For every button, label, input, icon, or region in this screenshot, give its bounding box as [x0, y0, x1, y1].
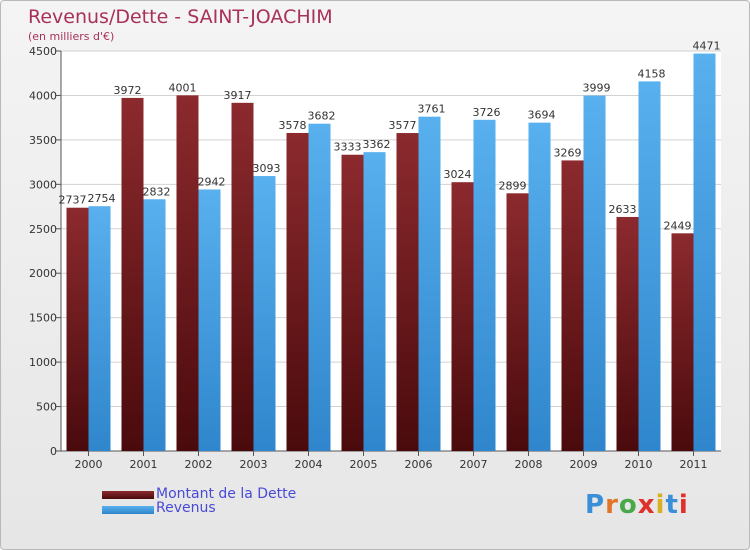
data-label-dette: 3917	[224, 89, 252, 102]
legend-swatch-revenus	[102, 506, 154, 514]
bar-revenus	[88, 206, 111, 451]
data-label-dette: 3578	[279, 119, 307, 132]
data-label-revenus: 3093	[253, 162, 281, 175]
data-label-dette: 2449	[664, 219, 692, 232]
x-tick-label: 2004	[295, 458, 323, 471]
logo-letter: t	[665, 490, 679, 520]
data-label-revenus: 2942	[198, 175, 226, 188]
bar-revenus	[253, 176, 276, 452]
data-label-dette: 3577	[389, 119, 417, 132]
x-tick-label: 2001	[130, 458, 158, 471]
data-label-revenus: 3362	[363, 138, 391, 151]
logo-letter: r	[605, 490, 619, 520]
data-label-dette: 3024	[444, 168, 472, 181]
data-label-dette: 2737	[59, 194, 87, 207]
y-tick-label: 3500	[29, 134, 57, 147]
x-tick-label: 2009	[570, 458, 598, 471]
logo-letter: i	[678, 490, 689, 520]
x-tick-label: 2005	[350, 458, 378, 471]
plot-area	[61, 51, 721, 451]
bar-revenus	[363, 152, 386, 451]
bar-revenus	[418, 116, 441, 451]
data-label-dette: 2633	[609, 203, 637, 216]
x-tick-label: 2008	[515, 458, 543, 471]
data-label-revenus: 4471	[693, 40, 721, 53]
data-label-revenus: 3682	[308, 110, 336, 123]
x-tick-label: 2002	[185, 458, 213, 471]
x-tick-label: 2007	[460, 458, 488, 471]
logo-letter: P	[585, 490, 606, 520]
y-tick-label: 1500	[29, 312, 57, 325]
x-tick-label: 2003	[240, 458, 268, 471]
x-tick-label: 2000	[75, 458, 103, 471]
y-tick-label: 2000	[29, 267, 57, 280]
bar-dette	[231, 102, 254, 452]
data-label-dette: 3972	[114, 84, 142, 97]
bar-revenus	[583, 95, 606, 452]
bar-revenus	[528, 122, 551, 452]
bar-revenus	[143, 199, 166, 451]
data-label-revenus: 2832	[143, 185, 171, 198]
y-tick-label: 4500	[29, 45, 57, 58]
bar-dette	[451, 182, 474, 451]
data-label-dette: 3333	[334, 141, 362, 154]
legend-swatch-dette	[102, 491, 154, 499]
bar-revenus	[638, 81, 661, 452]
x-tick-label: 2010	[625, 458, 653, 471]
y-tick-label: 4000	[29, 89, 57, 102]
bar-dette	[66, 207, 89, 451]
bar-dette	[396, 133, 419, 452]
chart-subtitle: (en milliers d'€)	[28, 30, 115, 43]
x-tick-label: 2011	[680, 458, 708, 471]
y-tick-label: 1000	[29, 356, 57, 369]
bar-revenus	[473, 119, 496, 452]
y-tick-label: 0	[50, 445, 57, 458]
data-label-dette: 3269	[554, 146, 582, 159]
data-label-revenus: 4158	[638, 67, 666, 80]
logo-letter: o	[618, 490, 638, 520]
bar-dette	[341, 154, 364, 451]
data-label-revenus: 3694	[528, 109, 556, 122]
proxiti-logo: Proxiti	[585, 490, 689, 520]
chart-title: Revenus/Dette - SAINT-JOACHIM	[28, 6, 333, 28]
data-label-revenus: 3999	[583, 82, 611, 95]
logo-letter: i	[655, 490, 666, 520]
bar-revenus	[693, 53, 716, 451]
logo-letter: x	[637, 490, 656, 520]
bar-dette	[561, 160, 584, 451]
bar-revenus	[308, 123, 331, 451]
bar-dette	[616, 216, 639, 451]
bar-dette	[506, 193, 529, 452]
legend-label-dette: Montant de la Dette	[156, 486, 297, 502]
y-tick-label: 500	[36, 401, 57, 414]
data-label-revenus: 2754	[88, 192, 116, 205]
legend-label-revenus: Revenus	[156, 500, 216, 516]
bar-dette	[671, 233, 694, 451]
data-label-dette: 4001	[169, 81, 197, 94]
data-label-revenus: 3761	[418, 103, 446, 116]
data-label-dette: 2899	[499, 179, 527, 192]
y-tick-label: 3000	[29, 178, 57, 191]
bar-dette	[286, 132, 309, 451]
x-tick-label: 2006	[405, 458, 433, 471]
bar-revenus	[198, 189, 221, 451]
bar-dette	[176, 95, 199, 451]
y-tick-label: 2500	[29, 223, 57, 236]
data-label-revenus: 3726	[473, 106, 501, 119]
bar-dette	[121, 97, 144, 451]
